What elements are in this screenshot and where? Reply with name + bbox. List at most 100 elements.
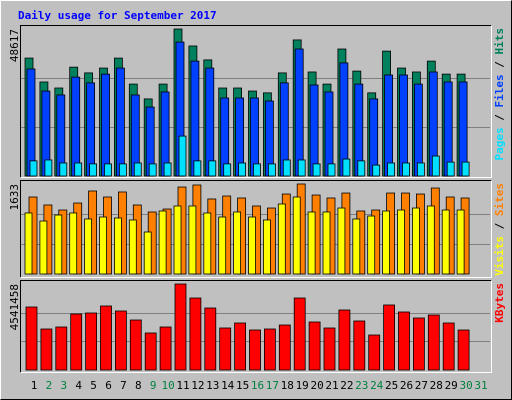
x-tick-label: 28	[430, 379, 443, 392]
x-tick-label: 13	[206, 379, 219, 392]
bar	[372, 164, 381, 177]
bar	[249, 329, 261, 371]
bar	[128, 219, 137, 275]
legend-entry: Files	[493, 74, 506, 107]
y-tick-label: 4541458	[8, 284, 21, 330]
x-tick-label: 23	[355, 379, 368, 392]
bar	[383, 304, 396, 371]
plot-border	[20, 180, 492, 278]
bar	[86, 82, 95, 177]
bar	[397, 209, 405, 275]
bar	[292, 196, 301, 275]
bar	[357, 160, 366, 177]
x-tick-label: 2	[46, 379, 53, 392]
y-tick-label: 48617	[8, 29, 21, 62]
bar	[24, 212, 33, 275]
bar	[322, 211, 331, 275]
bar	[188, 205, 197, 275]
bar	[309, 84, 319, 177]
bar	[133, 162, 142, 177]
x-tick-label: 30	[459, 379, 472, 392]
bar	[74, 162, 83, 177]
bar	[426, 205, 435, 275]
bar	[263, 328, 276, 371]
bar	[456, 209, 465, 275]
bar	[143, 231, 152, 275]
bar	[338, 309, 351, 371]
bar	[70, 313, 83, 371]
x-tick-label: 14	[221, 379, 235, 392]
bar	[278, 324, 291, 371]
bar	[352, 218, 361, 275]
bar	[368, 334, 381, 371]
plot-border	[20, 180, 492, 278]
x-tick-label: 22	[340, 379, 353, 392]
bar	[353, 320, 366, 371]
bar	[129, 319, 142, 371]
x-tick-label: 25	[385, 379, 398, 392]
bar	[205, 67, 215, 177]
bar	[324, 91, 334, 177]
bar	[193, 160, 202, 177]
chart-title: Daily usage for September 2017	[18, 9, 217, 22]
bar	[144, 332, 157, 371]
bar	[446, 161, 455, 177]
bar	[382, 210, 391, 275]
bar	[84, 218, 92, 275]
bar	[267, 163, 276, 177]
bar	[323, 327, 336, 371]
bar	[114, 217, 122, 275]
bar	[412, 317, 425, 371]
bar	[398, 311, 410, 371]
bar	[219, 327, 232, 371]
bar	[461, 161, 470, 177]
bar	[441, 209, 450, 275]
bar	[218, 216, 227, 275]
bar	[234, 322, 247, 371]
bar	[369, 98, 379, 177]
bar	[25, 306, 38, 371]
bar	[99, 216, 107, 275]
bar	[233, 211, 242, 275]
x-tick-label: 10	[161, 379, 174, 392]
bar	[190, 60, 200, 177]
bar	[203, 212, 212, 275]
bar	[367, 215, 376, 275]
bar	[29, 160, 38, 177]
bar	[411, 207, 420, 275]
legend-entry: Hits	[493, 28, 506, 55]
x-tick-label: 3	[60, 379, 67, 392]
legend: KBytes	[493, 283, 506, 323]
bar	[44, 159, 53, 177]
x-tick-label: 17	[266, 379, 279, 392]
bar	[248, 216, 256, 275]
bar	[431, 155, 440, 177]
legend-entry: Sites	[493, 183, 506, 216]
bar	[413, 83, 423, 177]
legend-entry: Pages	[493, 127, 506, 160]
bar	[71, 76, 81, 177]
bar	[69, 212, 78, 275]
bar	[100, 305, 112, 371]
x-tick-label: 9	[150, 379, 157, 392]
bar	[26, 68, 36, 177]
bar	[277, 203, 286, 275]
bar	[327, 163, 336, 177]
bar	[89, 163, 97, 177]
bar	[238, 162, 247, 177]
plot-border	[20, 25, 492, 178]
x-tick-label: 16	[251, 379, 264, 392]
x-tick-label: 15	[236, 379, 249, 392]
bar	[55, 326, 68, 371]
legend-separator: /	[493, 55, 506, 75]
bar	[85, 312, 97, 371]
bar	[189, 297, 202, 371]
bar	[59, 162, 68, 177]
bar	[208, 160, 217, 177]
legend: Visits / Sites	[493, 183, 506, 276]
bar	[282, 159, 291, 177]
legend-separator: /	[493, 216, 506, 236]
bar	[104, 163, 112, 177]
bar	[101, 73, 110, 177]
bar	[40, 328, 53, 371]
